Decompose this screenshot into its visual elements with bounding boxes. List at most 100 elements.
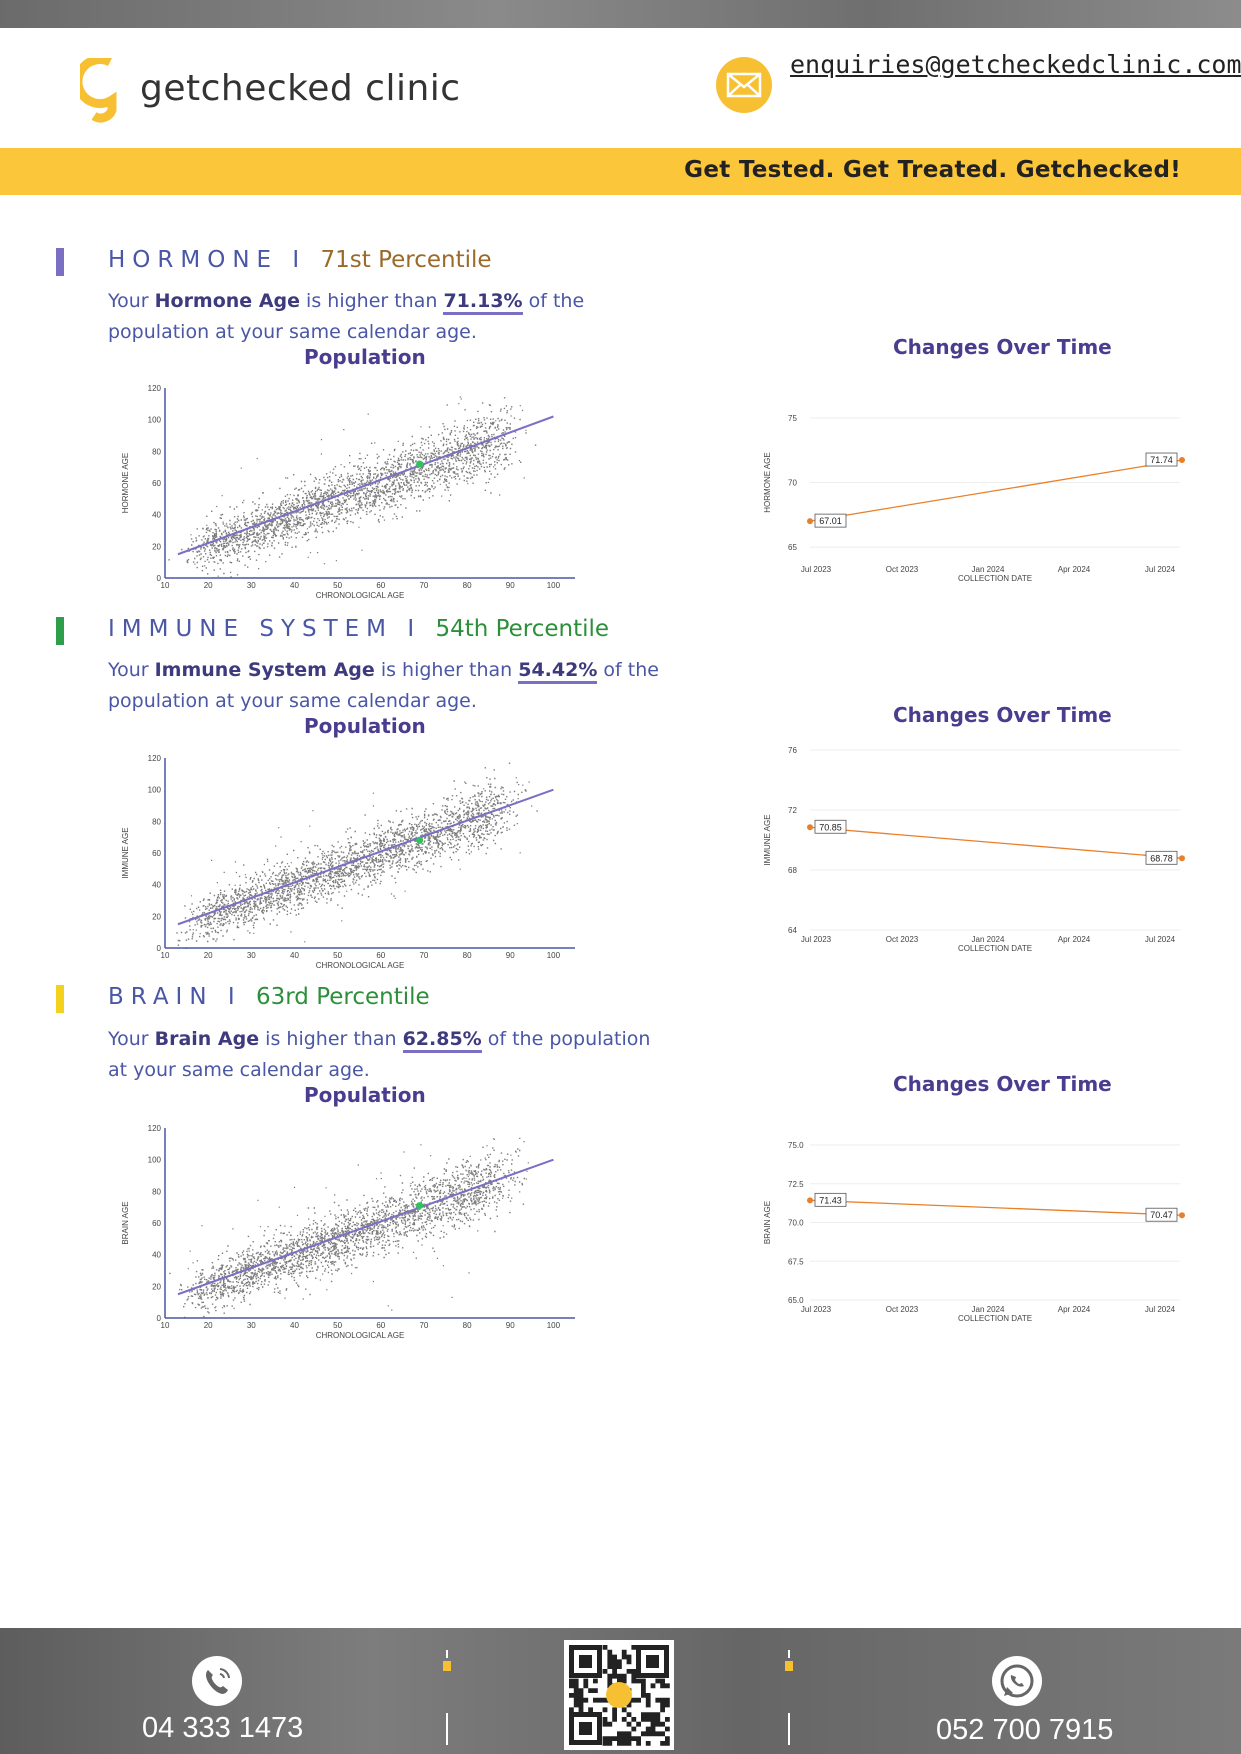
y-tick-label: 60 bbox=[152, 479, 161, 488]
divider bbox=[446, 1713, 448, 1745]
highlight-point bbox=[416, 460, 424, 468]
email-link[interactable]: enquiries@getcheckedclinic.com bbox=[790, 50, 1241, 79]
data-point bbox=[1179, 1212, 1185, 1219]
data-label: 71.43 bbox=[819, 1195, 842, 1205]
section-title-immune: IMMUNE SYSTEM I 54th Percentile bbox=[108, 616, 609, 642]
mail-icon[interactable] bbox=[716, 57, 772, 113]
percent-value: 71.13% bbox=[443, 290, 523, 315]
divider bbox=[446, 1650, 448, 1658]
section-title-brain: BRAIN I 63rd Percentile bbox=[108, 984, 430, 1010]
brand-logo[interactable]: getchecked clinic bbox=[73, 55, 500, 128]
logo-mark-icon bbox=[73, 55, 117, 123]
x-axis-label: CHRONOLOGICAL AGE bbox=[316, 961, 405, 970]
x-tick-label: 50 bbox=[333, 951, 342, 960]
qr-code-icon[interactable] bbox=[564, 1640, 674, 1750]
phone-number[interactable]: 04 333 1473 bbox=[142, 1712, 304, 1744]
percentile-label: 71st Percentile bbox=[320, 247, 492, 273]
y-tick-label: 40 bbox=[152, 1251, 161, 1260]
whatsapp-number[interactable]: 052 700 7915 bbox=[936, 1714, 1114, 1746]
x-tick-label: 40 bbox=[290, 951, 299, 960]
y-tick-label: 100 bbox=[148, 1156, 162, 1165]
divider bbox=[788, 1650, 790, 1658]
population-scatter-immune: 10 20 30 40 50 60 70 80 90 100 0 20 40 60 80 100 120 CHRO… bbox=[121, 754, 575, 970]
data-label: 71.74 bbox=[1150, 455, 1173, 465]
x-tick-label: 80 bbox=[463, 1321, 472, 1330]
data-label: 67.01 bbox=[819, 516, 842, 526]
changes-title: Changes Over Time bbox=[893, 335, 1112, 359]
data-label-box bbox=[1145, 1207, 1178, 1222]
phone-icon[interactable] bbox=[192, 1656, 242, 1706]
section-description-hormone: Your Hormone Age is higher than 71.13% o… bbox=[108, 290, 585, 343]
y-tick-label: 40 bbox=[152, 511, 161, 520]
x-tick-label: 70 bbox=[419, 951, 428, 960]
top-texture-bar bbox=[0, 0, 1241, 28]
x-tick-label: 60 bbox=[376, 581, 385, 590]
x-tick-label: Apr 2024 bbox=[1058, 565, 1091, 574]
y-tick-label: 80 bbox=[152, 1187, 161, 1196]
y-tick-label: 100 bbox=[148, 416, 162, 425]
y-tick-label: 68 bbox=[788, 866, 797, 875]
series-line bbox=[809, 459, 1183, 522]
x-tick-label: Jan 2024 bbox=[972, 1305, 1005, 1314]
percentile-label: 54th Percentile bbox=[435, 616, 610, 642]
y-axis-label: IMMUNE AGE bbox=[121, 827, 130, 878]
x-tick-label: Jul 2024 bbox=[1145, 935, 1176, 944]
section-title-text: BRAIN I bbox=[108, 984, 242, 1010]
trend-line bbox=[177, 788, 554, 926]
percent-value: 62.85% bbox=[402, 1028, 482, 1053]
y-tick-label: 70.0 bbox=[788, 1219, 804, 1228]
y-tick-label: 40 bbox=[152, 881, 161, 890]
x-tick-label: 60 bbox=[376, 1321, 385, 1330]
x-tick-label: 100 bbox=[547, 1321, 561, 1330]
data-label-box bbox=[814, 513, 847, 528]
scatter-outliers bbox=[190, 396, 527, 577]
population-title: Population bbox=[304, 1083, 426, 1107]
scatter-points bbox=[176, 762, 538, 949]
y-tick-label: 60 bbox=[152, 849, 161, 858]
y-tick-label: 20 bbox=[152, 542, 161, 551]
y-tick-label: 65.0 bbox=[788, 1296, 804, 1305]
y-tick-label: 65 bbox=[788, 543, 797, 552]
x-tick-label: Oct 2023 bbox=[886, 565, 919, 574]
x-axis-label: CHRONOLOGICAL AGE bbox=[316, 1331, 405, 1340]
x-tick-label: 10 bbox=[161, 581, 170, 590]
population-scatter-brain: 10 20 30 40 50 60 70 80 90 100 0 20 40 60 80 100 120 CHRO… bbox=[121, 1124, 575, 1340]
x-tick-label: 40 bbox=[290, 1321, 299, 1330]
divider-accent bbox=[443, 1661, 451, 1671]
y-tick-label: 0 bbox=[157, 944, 162, 953]
x-tick-label: Jul 2023 bbox=[801, 1305, 832, 1314]
qr-logo bbox=[606, 1682, 632, 1708]
data-label-box bbox=[1145, 850, 1178, 865]
x-tick-label: Jul 2024 bbox=[1145, 565, 1176, 574]
qr-finder-core bbox=[579, 1722, 592, 1735]
scatter-points bbox=[168, 397, 537, 578]
scatter-point-cloud bbox=[169, 1137, 529, 1319]
x-tick-label: Apr 2024 bbox=[1058, 1305, 1091, 1314]
x-tick-label: Jul 2023 bbox=[801, 935, 832, 944]
x-tick-label: 50 bbox=[333, 1321, 342, 1330]
scatter-points bbox=[169, 1146, 525, 1319]
trend-line bbox=[177, 415, 554, 556]
y-tick-label: 100 bbox=[148, 786, 162, 795]
x-tick-label: 10 bbox=[161, 951, 170, 960]
changes-line-hormone: 65 70 75 Jul 2023 Oct 2023 Jan 2024 Apr 2024 Ju… bbox=[763, 414, 1185, 583]
data-label-box bbox=[814, 819, 847, 834]
data-point bbox=[807, 1197, 813, 1204]
y-tick-label: 80 bbox=[152, 817, 161, 826]
y-tick-label: 75 bbox=[788, 414, 797, 423]
whatsapp-icon[interactable] bbox=[992, 1656, 1042, 1706]
tagline-banner: Get Tested. Get Treated. Getchecked! bbox=[0, 148, 1241, 195]
y-axis-label: BRAIN AGE bbox=[763, 1201, 772, 1244]
y-tick-label: 75.0 bbox=[788, 1141, 804, 1150]
data-label: 68.78 bbox=[1150, 853, 1173, 863]
data-label-box bbox=[1145, 452, 1178, 467]
section-marker-immune bbox=[56, 617, 64, 645]
x-tick-label: 80 bbox=[463, 581, 472, 590]
divider-accent bbox=[785, 1661, 793, 1671]
x-tick-label: Jan 2024 bbox=[972, 935, 1005, 944]
data-point bbox=[1179, 855, 1185, 862]
x-tick-label: 30 bbox=[247, 1321, 256, 1330]
scatter-outliers bbox=[190, 777, 533, 943]
y-tick-label: 60 bbox=[152, 1219, 161, 1228]
x-tick-label: Jan 2024 bbox=[972, 565, 1005, 574]
